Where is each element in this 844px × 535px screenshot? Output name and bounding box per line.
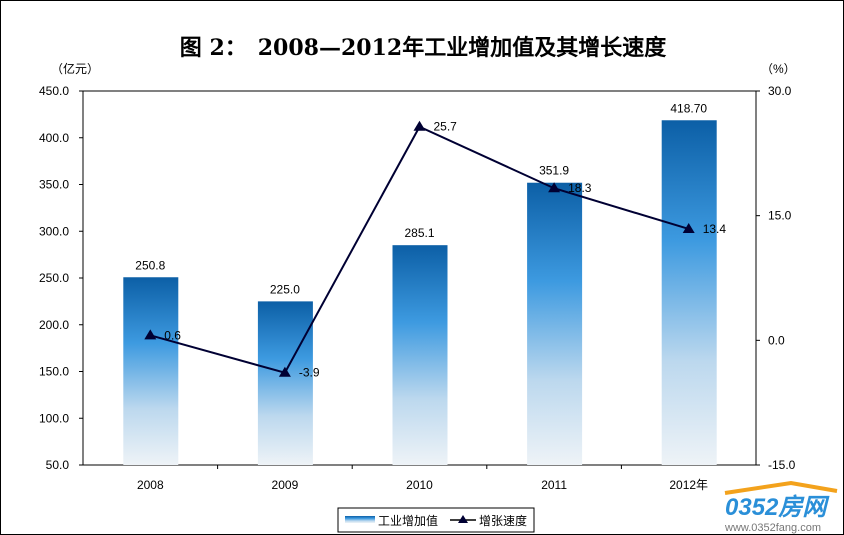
- bar-label: 351.9: [539, 164, 569, 178]
- bar: [527, 182, 583, 465]
- growth-label: 13.4: [703, 222, 727, 236]
- x-tick-label: 2009: [272, 478, 299, 492]
- bar-label: 250.8: [135, 258, 165, 272]
- right-tick-label: -15.0: [768, 458, 796, 472]
- right-tick-label: 15.0: [768, 209, 792, 223]
- legend: 工业增加值 增张速度: [337, 507, 535, 533]
- growth-marker: [144, 329, 157, 340]
- right-axis-label: （%）: [761, 62, 796, 76]
- right-tick-label: 0.0: [768, 333, 785, 347]
- left-tick-label: 450.0: [39, 84, 69, 98]
- legend-line-marker: [458, 515, 468, 523]
- bar-label: 225.0: [270, 282, 300, 296]
- watermark-url: www.0352fang.com: [724, 522, 821, 534]
- bar-label: 285.1: [404, 226, 434, 240]
- legend-bar-swatch: [345, 516, 375, 523]
- x-tick-label: 2012年: [669, 478, 708, 492]
- left-tick-label: 250.0: [39, 271, 69, 285]
- legend-bar-label: 工业增加值: [378, 513, 438, 528]
- watermark-logo: 0352房网: [725, 494, 830, 521]
- growth-label: 25.7: [434, 120, 458, 134]
- left-tick-label: 150.0: [39, 365, 69, 379]
- growth-marker: [682, 222, 695, 233]
- x-tick-label: 2008: [137, 478, 164, 492]
- growth-marker: [278, 366, 291, 377]
- left-tick-label: 200.0: [39, 318, 69, 332]
- bar: [257, 301, 313, 465]
- watermark: 0352房网 www.0352fang.com: [724, 480, 838, 534]
- chart-title: 图 2： 2008—2012年工业增加值及其增长速度: [180, 35, 667, 61]
- x-tick-label: 2011: [541, 478, 567, 492]
- left-tick-label: 300.0: [39, 224, 69, 238]
- growth-marker: [548, 182, 561, 193]
- left-tick-label: 400.0: [39, 131, 69, 145]
- left-tick-label: 50.0: [46, 458, 70, 472]
- left-tick-label: 350.0: [39, 178, 69, 192]
- bar: [392, 245, 448, 465]
- growth-marker: [413, 120, 426, 131]
- right-tick-label: 30.0: [768, 84, 792, 98]
- legend-line-label: 增张速度: [479, 513, 527, 528]
- left-tick-label: 100.0: [39, 411, 69, 425]
- growth-label: 0.6: [164, 328, 181, 342]
- x-tick-label: 2010: [406, 478, 433, 492]
- bar: [123, 277, 179, 465]
- growth-label: -3.9: [299, 366, 320, 380]
- bar: [661, 120, 717, 465]
- bar-label: 418.70: [670, 101, 707, 115]
- left-axis-label: （亿元）: [51, 61, 99, 76]
- growth-label: 18.3: [568, 181, 592, 195]
